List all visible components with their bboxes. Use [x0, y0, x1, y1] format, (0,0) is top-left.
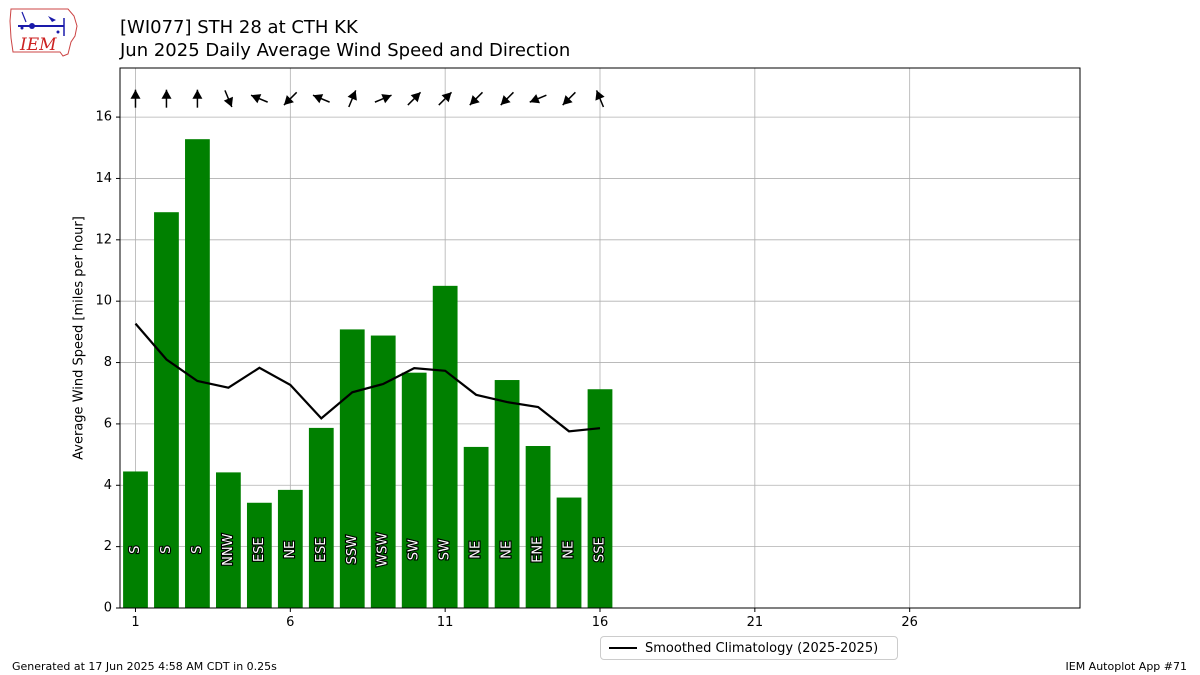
wind-direction-label: NNW — [221, 533, 236, 565]
y-tick-label: 14 — [95, 171, 112, 186]
wind-direction-arrowhead — [529, 94, 540, 104]
wind-speed-bar — [587, 389, 613, 608]
wind-speed-bar — [308, 427, 334, 608]
wind-speed-bar — [339, 329, 365, 608]
y-tick-label: 16 — [95, 110, 112, 125]
iem-logo-text: IEM — [19, 35, 57, 55]
x-tick-label: 6 — [286, 615, 294, 630]
y-tick-label: 0 — [104, 601, 112, 616]
y-tick-label: 12 — [95, 232, 112, 247]
wind-speed-bar — [277, 489, 303, 608]
y-tick-label: 4 — [104, 478, 112, 493]
wind-direction-arrowhead — [284, 95, 294, 105]
wind-direction-label: ENE — [531, 537, 546, 563]
wind-direction-label: NE — [562, 541, 577, 559]
wind-speed-bar — [123, 471, 148, 608]
wind-direction-arrowhead — [347, 90, 357, 101]
app-credit: IEM Autoplot App #71 — [1065, 660, 1188, 673]
wind-speed-bar — [556, 497, 582, 608]
chart-title: [WI077] STH 28 at CTH KK — [120, 17, 358, 38]
iowa-outline-icon — [9, 8, 78, 57]
legend-line-swatch — [609, 647, 637, 649]
wind-speed-bar — [432, 285, 458, 608]
wind-direction-label: S — [159, 546, 174, 554]
wind-direction-arrowhead — [410, 92, 421, 103]
legend-label: Smoothed Climatology (2025-2025) — [645, 640, 879, 656]
wind-direction-label: S — [128, 546, 143, 554]
wind-direction-label: SSE — [593, 537, 608, 562]
chart-legend: Smoothed Climatology (2025-2025) — [600, 636, 898, 660]
wind-direction-label: WSW — [376, 533, 391, 567]
wind-speed-bar — [494, 380, 520, 608]
wind-speed-bar — [525, 446, 551, 608]
x-tick-label: 26 — [901, 615, 918, 630]
x-tick-label: 11 — [437, 615, 454, 630]
wind-speed-bar — [463, 446, 489, 608]
wind-direction-arrowhead — [161, 89, 172, 99]
y-tick-label: 6 — [104, 416, 112, 431]
y-tick-label: 8 — [104, 355, 112, 370]
wind-direction-arrowhead — [223, 96, 233, 107]
wind-direction-label: ESE — [252, 537, 267, 562]
generated-timestamp: Generated at 17 Jun 2025 4:58 AM CDT in … — [12, 660, 277, 673]
wind-speed-bar — [401, 372, 427, 608]
wind-direction-label: S — [190, 546, 205, 554]
wind-direction-label: NE — [283, 541, 298, 559]
wind-direction-arrowhead — [251, 94, 262, 104]
wind-direction-label: SW — [407, 539, 422, 560]
wind-direction-arrowhead — [381, 94, 392, 104]
wind-direction-label: SSW — [345, 535, 360, 565]
x-tick-label: 1 — [131, 615, 139, 630]
iem-logo: IEM — [9, 8, 78, 57]
wind-direction-arrowhead — [441, 92, 452, 103]
wind-speed-bar — [246, 502, 272, 608]
y-axis-label: Average Wind Speed [miles per hour] — [72, 216, 87, 460]
wind-direction-arrowhead — [313, 94, 324, 104]
climatology-line — [134, 322, 601, 433]
wind-direction-label: ESE — [314, 537, 329, 562]
y-tick-label: 2 — [104, 539, 112, 554]
wind-speed-bar — [216, 472, 241, 608]
wind-direction-arrowhead — [595, 90, 605, 101]
wind-direction-arrowhead — [469, 95, 480, 105]
x-tick-label: 16 — [592, 615, 609, 630]
wind-direction-arrowhead — [500, 95, 511, 105]
y-tick-label: 10 — [95, 294, 112, 309]
chart-subtitle: Jun 2025 Daily Average Wind Speed and Di… — [120, 40, 571, 61]
wind-direction-arrowhead — [192, 89, 203, 99]
wind-direction-arrowhead — [130, 89, 141, 99]
wind-direction-label: NE — [469, 541, 484, 559]
wind-direction-label: SW — [438, 539, 453, 560]
wind-direction-label: NE — [500, 541, 515, 559]
wind-speed-bar — [185, 139, 210, 608]
wind-direction-arrowhead — [562, 95, 573, 105]
wind-speed-bar — [154, 212, 179, 609]
x-tick-label: 21 — [747, 615, 764, 630]
